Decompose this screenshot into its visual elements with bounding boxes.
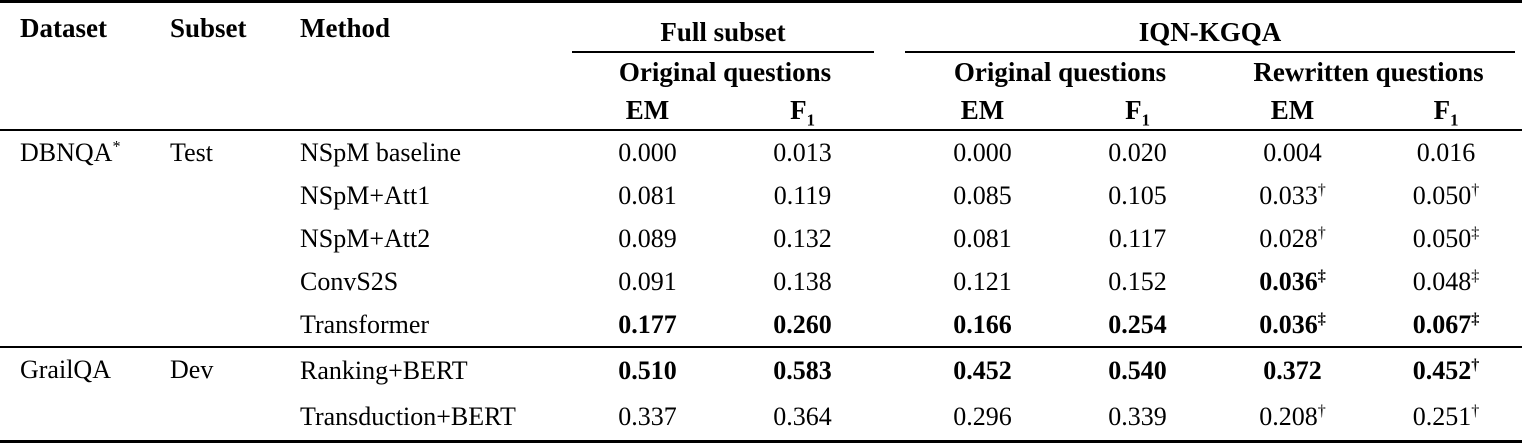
- dataset-cell: GrailQA: [20, 355, 111, 384]
- metric-cell: 0.452†: [1412, 356, 1480, 385]
- metric-cell: 0.296: [953, 402, 1012, 431]
- metric-cell: 0.177: [618, 309, 677, 339]
- metric-cell: 0.251†: [1412, 402, 1480, 431]
- metric-cell: 0.254: [1108, 309, 1167, 339]
- method-cell: NSpM+Att2: [300, 223, 431, 253]
- metric-cell: 0.028†: [1259, 223, 1326, 253]
- col-header-em-full: EM: [625, 94, 670, 125]
- col-header-em-iqn-original: EM: [960, 94, 1005, 125]
- metric-cell: 0.372: [1263, 356, 1322, 385]
- metric-cell: 0.510: [618, 356, 677, 385]
- metric-cell: 0.540: [1108, 356, 1167, 385]
- table-row: DBNQA* Test NSpM baseline 0.000 0.013 0.…: [0, 130, 1522, 174]
- metric-cell: 0.048‡: [1412, 266, 1480, 296]
- table-row: NSpM+Att2 0.089 0.132 0.081 0.117 0.028†…: [0, 217, 1522, 260]
- metric-cell: 0.000: [953, 137, 1012, 167]
- metric-cell: 0.013: [773, 137, 832, 167]
- col-group-iqn-kgqa: IQN-KGQA: [880, 2, 1522, 53]
- table-header: Dataset Subset Method Full subset IQN-KG…: [0, 2, 1522, 130]
- metric-cell: 0.089: [618, 223, 677, 253]
- metric-cell: 0.583: [773, 356, 832, 385]
- metric-cell: 0.050‡: [1412, 223, 1480, 253]
- metric-cell: 0.166: [953, 309, 1012, 339]
- table-row: Transformer 0.177 0.260 0.166 0.254 0.03…: [0, 303, 1522, 347]
- dataset-cell: DBNQA*: [20, 138, 121, 167]
- col-subgroup-rewritten-iqn: Rewritten questions: [1253, 56, 1484, 87]
- metric-cell: 0.016: [1416, 137, 1476, 167]
- col-header-dataset: Dataset: [20, 13, 107, 43]
- metric-cell: 0.260: [773, 309, 832, 339]
- table-row: NSpM+Att1 0.081 0.119 0.085 0.105 0.033†…: [0, 174, 1522, 217]
- group-label-full-subset: Full subset: [572, 17, 875, 53]
- metric-cell: 0.105: [1108, 180, 1167, 210]
- metric-cell: 0.085: [953, 180, 1012, 210]
- metric-cell: 0.208†: [1259, 402, 1326, 431]
- col-subgroup-original-iqn: Original questions: [953, 56, 1167, 87]
- table-row: ConvS2S 0.091 0.138 0.121 0.152 0.036‡ 0…: [0, 260, 1522, 303]
- metric-cell: 0.033†: [1259, 180, 1326, 210]
- metric-cell: 0.050†: [1412, 180, 1480, 210]
- subset-cell: Test: [170, 138, 213, 167]
- metric-cell: 0.081: [953, 223, 1012, 253]
- table-row: Transduction+BERT 0.337 0.364 0.296 0.33…: [0, 394, 1522, 442]
- metric-cell: 0.117: [1108, 223, 1167, 253]
- method-cell: ConvS2S: [300, 266, 399, 296]
- group-grailqa: GrailQA Dev Ranking+BERT 0.510 0.583 0.4…: [0, 347, 1522, 442]
- col-subgroup-original-full: Original questions: [618, 56, 832, 87]
- metric-cell: 0.337: [618, 402, 677, 431]
- metric-cell: 0.020: [1108, 137, 1167, 167]
- subset-cell: Dev: [170, 355, 214, 384]
- metric-cell: 0.119: [773, 180, 832, 210]
- metric-cell: 0.000: [618, 137, 677, 167]
- metric-cell: 0.152: [1108, 266, 1167, 296]
- metric-cell: 0.339: [1108, 402, 1167, 431]
- metric-cell: 0.004: [1263, 137, 1322, 167]
- col-header-f1-full: F1: [790, 94, 815, 129]
- group-dbnqa: DBNQA* Test NSpM baseline 0.000 0.013 0.…: [0, 130, 1522, 347]
- col-header-f1-iqn-original: F1: [1125, 94, 1150, 129]
- method-cell: NSpM baseline: [300, 137, 462, 167]
- method-cell: NSpM+Att1: [300, 180, 431, 210]
- group-label-iqn-kgqa: IQN-KGQA: [905, 17, 1516, 53]
- col-header-f1-iqn-rewritten: F1: [1433, 94, 1459, 129]
- col-header-em-iqn-rewritten: EM: [1270, 94, 1315, 125]
- metric-cell: 0.091: [618, 266, 677, 296]
- metric-cell: 0.132: [773, 223, 832, 253]
- method-cell: Transduction+BERT: [300, 402, 516, 431]
- table-row: GrailQA Dev Ranking+BERT 0.510 0.583 0.4…: [0, 347, 1522, 394]
- metric-cell: 0.138: [773, 266, 832, 296]
- method-cell: Transformer: [300, 309, 430, 339]
- col-header-method: Method: [300, 13, 390, 43]
- metric-cell: 0.364: [773, 402, 832, 431]
- metric-cell: 0.452: [953, 356, 1012, 385]
- col-group-full-subset: Full subset: [570, 2, 880, 53]
- metric-cell: 0.081: [618, 180, 677, 210]
- metric-cell: 0.067‡: [1412, 309, 1480, 339]
- col-header-subset: Subset: [170, 13, 247, 43]
- metric-cell: 0.036‡: [1259, 266, 1326, 296]
- metric-cell: 0.036‡: [1259, 309, 1326, 339]
- metric-cell: 0.121: [953, 266, 1012, 296]
- method-cell: Ranking+BERT: [300, 356, 468, 385]
